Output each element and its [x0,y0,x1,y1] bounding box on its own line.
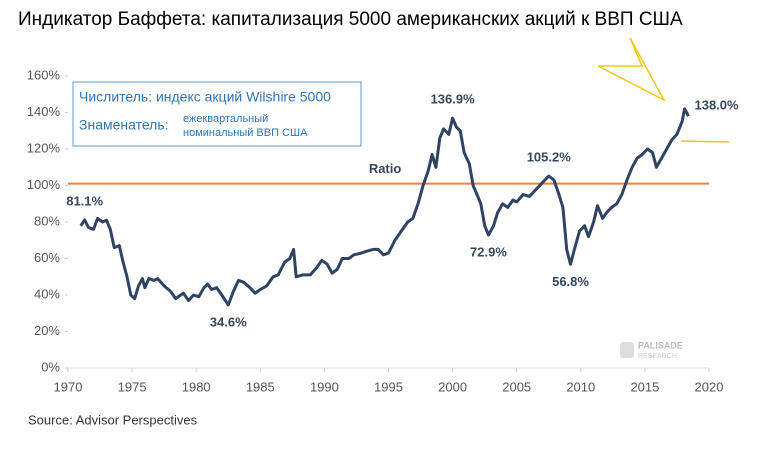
x-tick-label: 1970 [54,379,83,394]
y-tick-label: 160% [27,67,61,82]
x-tick-label: 2020 [695,379,724,394]
x-tick-label: 1980 [182,379,211,394]
x-tick-label: 2000 [438,379,467,394]
y-tick-label: 100% [27,177,61,192]
arrow-annotation [597,37,666,102]
x-tick-label: 1985 [246,379,275,394]
x-tick-label: 2010 [566,379,595,394]
value-label: 72.9% [470,244,507,259]
note-box [72,81,362,147]
watermark: RESEARCH [638,353,677,360]
y-tick-label: 140% [27,104,61,119]
source: Source: Advisor Perspectives [28,412,198,427]
x-tick-label: 1990 [310,379,339,394]
underline-annotation [680,140,730,143]
y-tick-label: 0% [41,359,60,374]
value-label: 105.2% [527,149,572,164]
watermark-icon [620,342,634,358]
note-numerator: Числитель: индекс акций Wilshire 5000 [79,89,331,105]
reference-label: Ratio [369,161,402,176]
x-tick-label: 1975 [118,379,147,394]
x-tick-label: 2015 [630,379,659,394]
x-tick-label: 2005 [502,379,531,394]
y-tick-label: 60% [34,250,60,265]
y-tick-label: 40% [34,286,60,301]
y-tick-label: 20% [34,323,60,338]
chart-title: Индикатор Баффета: капитализация 5000 ам… [18,9,683,30]
value-label: 34.6% [210,314,247,329]
note-denominator-line: ежеквартальный [183,113,268,125]
watermark: PALISADE [638,340,683,350]
value-label: 136.9% [431,92,476,107]
note-denominator: Знаменатель: [79,117,169,133]
y-tick-label: 80% [34,213,60,228]
value-label: 81.1% [66,193,103,208]
x-tick-label: 1995 [374,379,403,394]
value-label: 56.8% [552,274,589,289]
data-line [79,107,690,307]
note-denominator-line: номинальный ВВП США [183,127,308,139]
y-tick-label: 120% [27,140,61,155]
value-label: 138.0% [694,98,739,113]
